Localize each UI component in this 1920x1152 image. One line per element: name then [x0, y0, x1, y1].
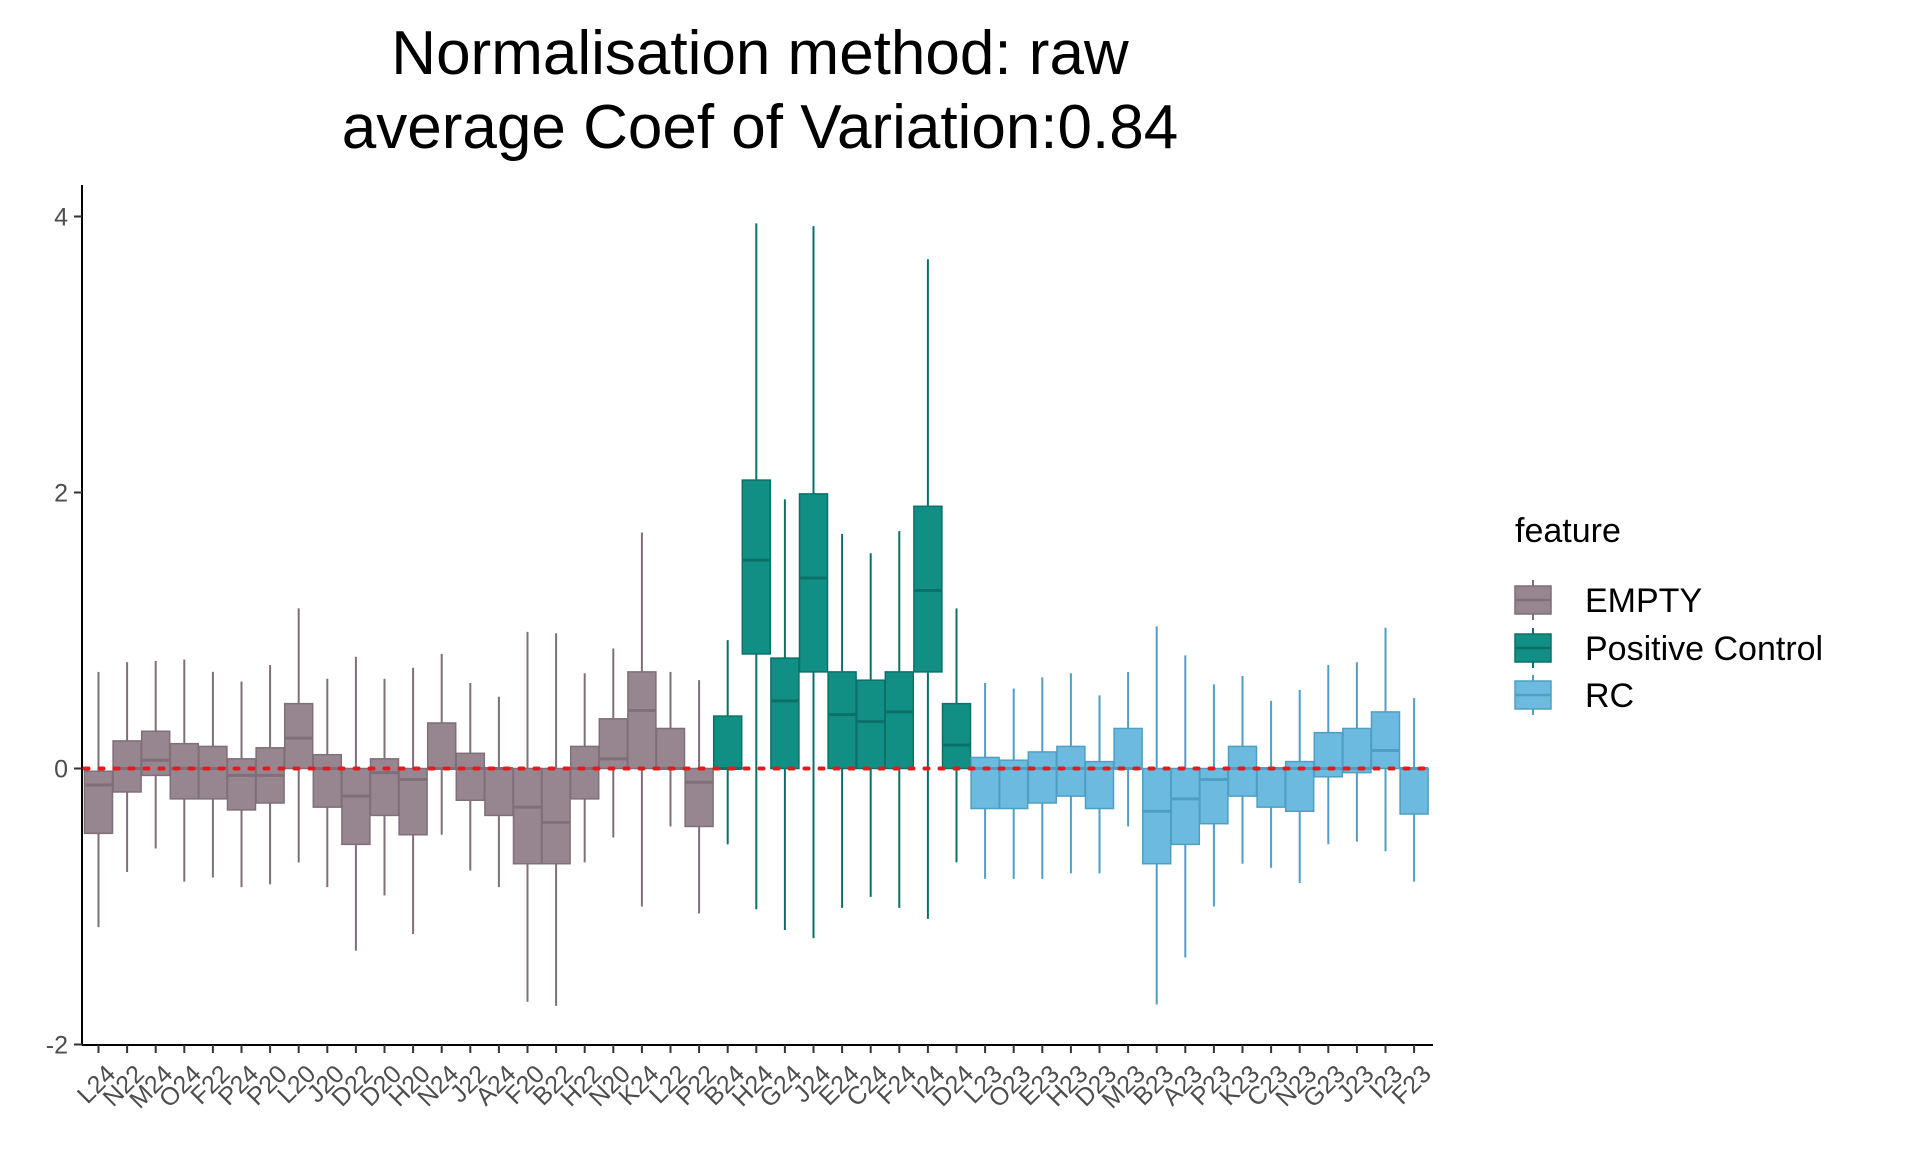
y-tick-label: -2	[46, 1032, 68, 1060]
box-G24	[770, 657, 800, 770]
box-B22	[541, 767, 571, 865]
box-F22	[198, 745, 228, 800]
chart-title-line-2: average Coef of Variation:0.84	[341, 93, 1179, 162]
box-I23	[1370, 711, 1401, 770]
box-F20	[512, 767, 543, 865]
box-C24	[855, 679, 886, 770]
box-L23	[970, 756, 1000, 810]
box-J22	[455, 752, 486, 801]
box-E23	[1027, 751, 1058, 804]
box-L24	[83, 770, 114, 835]
y-tick-label: 0	[54, 756, 68, 784]
box-N20	[598, 718, 629, 770]
legend-title: feature	[1515, 512, 1621, 550]
box-L20	[283, 702, 314, 770]
box-C23	[1256, 767, 1286, 808]
box-O24	[169, 742, 200, 800]
y-tick-label: 2	[54, 480, 68, 508]
box-K24	[627, 671, 657, 770]
box-J20	[312, 753, 343, 808]
box-H22	[569, 745, 600, 800]
box-D24	[941, 702, 972, 770]
box-H23	[1056, 745, 1086, 797]
legend-label: Positive Control	[1585, 630, 1823, 668]
y-tick-label: 4	[54, 204, 68, 232]
box-F23	[1399, 767, 1429, 815]
box-M23	[1113, 727, 1143, 770]
box-L22	[655, 727, 686, 770]
box-P24	[226, 758, 257, 811]
box-N24	[426, 722, 457, 770]
box-H24	[741, 479, 772, 655]
box-P23	[1199, 767, 1229, 825]
box-F24	[884, 671, 915, 770]
box-E24	[827, 671, 857, 770]
legend-label: RC	[1585, 677, 1634, 715]
box-B24	[712, 715, 743, 770]
box-K23	[1227, 745, 1258, 797]
box-J24	[798, 493, 829, 673]
chart-title-line-1: Normalisation method: raw	[391, 19, 1129, 88]
box-A24	[484, 767, 514, 817]
box-B23	[1141, 767, 1172, 865]
box-P22	[684, 767, 714, 828]
box-D22	[341, 767, 371, 846]
box-A23	[1170, 767, 1201, 846]
legend-label: EMPTY	[1585, 582, 1702, 620]
box-J23	[1342, 727, 1372, 774]
box-N22	[112, 740, 142, 793]
